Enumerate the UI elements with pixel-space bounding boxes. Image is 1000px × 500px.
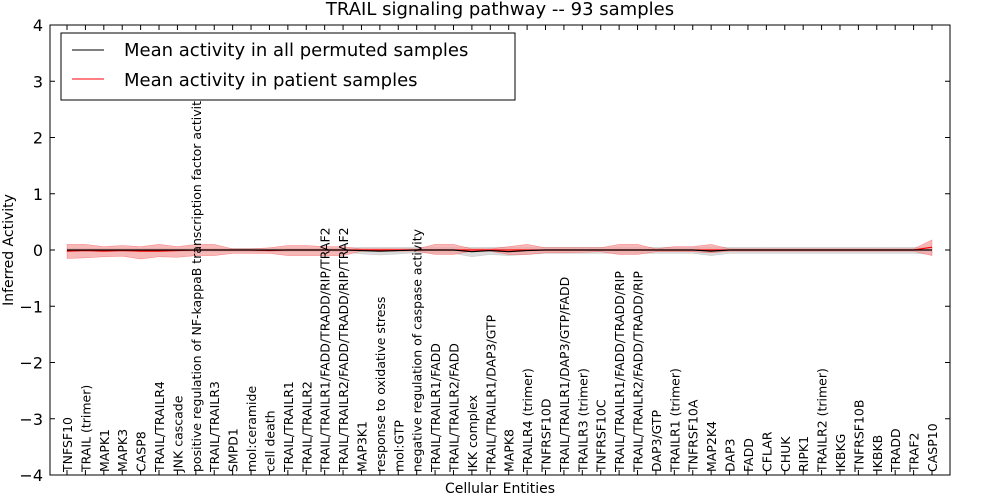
x-tick-label: TRAIL/TRAILR2/FADD/TRADD/RIP (631, 271, 646, 473)
x-tick-label: TRAIL/TRAILR1/FADD/TRADD/RIP/TRAF2 (318, 227, 333, 473)
x-tick-label: CFLAR (759, 431, 774, 472)
x-tick-label: TRAILR4 (trimer) (520, 368, 535, 473)
x-tick-label: response to oxidative stress (373, 297, 388, 472)
legend-label-permuted: Mean activity in all permuted samples (124, 40, 468, 61)
x-tick-label: TNFRSF10A (686, 399, 701, 473)
y-tick-label: 1 (33, 185, 43, 204)
x-tick-label: TRADD (888, 428, 903, 473)
x-tick-label: TNFRSF10B (851, 400, 866, 473)
x-tick-label: TRAIL/TRAILR3 (207, 381, 222, 473)
x-tick-label: CASP8 (134, 431, 149, 472)
x-tick-label: FADD (741, 438, 756, 472)
x-tick-label: negative regulation of caspase activity (410, 228, 425, 472)
y-axis-label: Inferred Activity (1, 194, 17, 306)
x-tick-label: IKBKG (833, 434, 848, 472)
x-tick-label: IKBKB (870, 435, 885, 472)
x-tick-label: mol:GTP (391, 420, 406, 472)
y-tick-label: −3 (19, 410, 43, 429)
x-tick-label: MAP2K4 (704, 421, 719, 472)
y-tick-label: −4 (19, 466, 43, 485)
x-tick-label: DAP3 (723, 439, 738, 472)
x-axis: TNFSF10 TRAIL (trimer) MAPK1 MAPK3 CASP8 TRAI… (60, 25, 940, 475)
x-tick-label: TRAIL/TRAILR1/DAP3/GTP (483, 314, 498, 473)
x-tick-label: TRAIL/TRAILR1/DAP3/GTP/FADD (557, 277, 572, 473)
y-axis: −4 −3 −2 −1 0 1 2 3 4 (19, 16, 950, 485)
x-tick-label: TRAF2 (907, 432, 922, 473)
x-tick-label: TRAILR3 (trimer) (575, 368, 590, 473)
x-tick-label: TRAIL/TRAILR1 (281, 381, 296, 473)
plot-frame (49, 24, 951, 476)
legend-label-patient: Mean activity in patient samples (124, 70, 418, 91)
x-tick-label: TNFSF10 (60, 417, 75, 473)
x-tick-label: TRAIL/TRAILR2/FADD/TRADD/RIP/TRAF2 (336, 227, 351, 473)
y-tick-label: −1 (19, 297, 43, 316)
x-tick-label: JNK cascade (170, 395, 185, 473)
x-tick-label: MAPK8 (502, 429, 517, 472)
y-tick-label: 4 (33, 16, 43, 35)
y-tick-label: 3 (33, 72, 43, 91)
x-tick-label: DAP3/GTP (649, 409, 664, 472)
x-tick-label: CASP10 (925, 423, 940, 472)
x-tick-label: TNFRSF10D (539, 398, 554, 473)
line-series-0 (67, 249, 932, 253)
x-tick-label: IKK complex (465, 395, 480, 472)
x-tick-label: TRAIL/TRAILR1/FADD/TRADD/RIP (612, 271, 627, 473)
x-tick-label: SMPD1 (226, 428, 241, 472)
legend-box (60, 32, 516, 101)
series-lines (66, 246, 933, 253)
x-tick-label: mol:ceramide (244, 386, 259, 472)
x-tick-label: TRAIL/TRAILR2 (299, 381, 314, 473)
x-tick-label: TRAIL/TRAILR4 (152, 381, 167, 473)
x-tick-label: TRAIL/TRAILR2/FADD (446, 343, 461, 473)
x-tick-label: RIPK1 (796, 436, 811, 472)
chart-title: TRAIL signaling pathway -- 93 samples (325, 0, 674, 20)
x-tick-label: cell death (262, 410, 277, 472)
x-tick-label: CHUK (778, 436, 793, 472)
x-tick-label: TNFRSF10C (594, 399, 609, 473)
y-tick-label: 0 (33, 241, 43, 260)
x-axis-label: Cellular Entities (445, 481, 555, 497)
x-tick-label: MAP3K1 (354, 421, 369, 472)
x-tick-label: TRAILR1 (trimer) (667, 368, 682, 473)
x-tick-label: TRAILR2 (trimer) (815, 368, 830, 473)
x-tick-label: TRAIL/TRAILR1/FADD (428, 343, 443, 473)
legend: Mean activity in all permuted samples Me… (60, 32, 516, 101)
y-tick-label: −2 (19, 354, 43, 373)
y-tick-label: 2 (33, 129, 43, 148)
x-tick-label: MAPK1 (97, 429, 112, 472)
x-tick-label: positive regulation of NF-kappaB transcr… (189, 93, 204, 472)
x-tick-label: TRAIL (trimer) (78, 385, 93, 473)
x-tick-label: MAPK3 (115, 429, 130, 472)
